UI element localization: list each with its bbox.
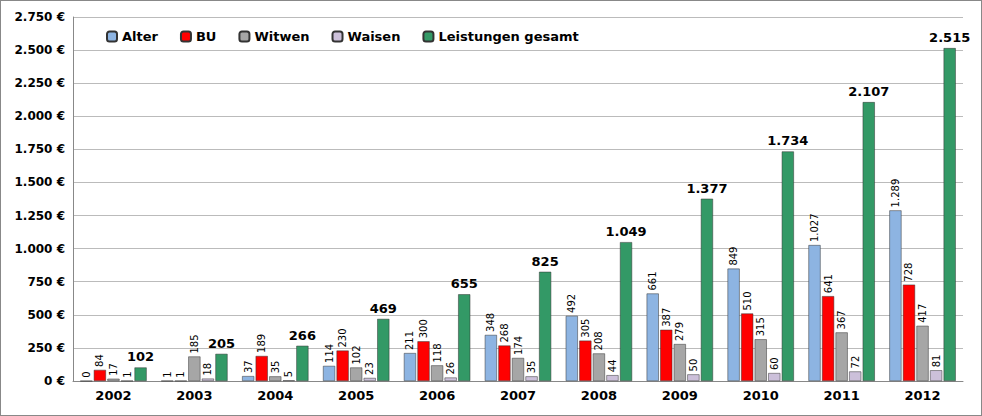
svg-text:2.750 €: 2.750 € (15, 10, 65, 24)
svg-text:1.049: 1.049 (605, 224, 646, 239)
svg-text:2012: 2012 (904, 388, 940, 403)
svg-text:1: 1 (122, 371, 133, 377)
svg-text:2009: 2009 (662, 388, 698, 403)
svg-text:469: 469 (370, 301, 397, 316)
svg-text:84: 84 (94, 354, 105, 367)
svg-text:2010: 2010 (743, 388, 779, 403)
svg-text:60: 60 (769, 357, 780, 370)
svg-text:174: 174 (513, 336, 524, 355)
svg-text:305: 305 (580, 319, 591, 338)
svg-text:2002: 2002 (95, 388, 131, 403)
svg-text:Waisen: Waisen (348, 29, 401, 44)
svg-text:35: 35 (526, 361, 537, 374)
svg-text:44: 44 (607, 359, 618, 372)
svg-text:2007: 2007 (500, 388, 536, 403)
svg-text:2003: 2003 (176, 388, 212, 403)
svg-text:728: 728 (903, 263, 914, 282)
svg-text:2008: 2008 (581, 388, 617, 403)
svg-text:1: 1 (175, 371, 186, 377)
svg-text:1.289: 1.289 (890, 179, 901, 208)
svg-text:Witwen: Witwen (254, 29, 309, 44)
svg-text:2.250 €: 2.250 € (15, 76, 65, 90)
svg-text:2005: 2005 (338, 388, 374, 403)
svg-text:208: 208 (593, 331, 604, 350)
svg-text:300: 300 (418, 319, 429, 338)
svg-text:655: 655 (451, 276, 478, 291)
svg-text:2004: 2004 (257, 388, 293, 403)
svg-text:17: 17 (108, 363, 119, 376)
svg-text:750 €: 750 € (27, 275, 65, 289)
svg-text:1: 1 (162, 371, 173, 377)
svg-text:35: 35 (270, 361, 281, 374)
svg-text:661: 661 (647, 271, 658, 290)
svg-text:50: 50 (688, 359, 699, 372)
svg-text:1.027: 1.027 (809, 213, 820, 242)
svg-text:1.750 €: 1.750 € (15, 142, 65, 156)
svg-text:849: 849 (728, 247, 739, 266)
svg-text:0 €: 0 € (44, 374, 65, 388)
svg-text:Leistungen gesamt: Leistungen gesamt (438, 29, 578, 44)
svg-text:1.377: 1.377 (686, 181, 727, 196)
svg-text:492: 492 (566, 294, 577, 313)
svg-text:2.515: 2.515 (929, 30, 970, 45)
svg-text:250 €: 250 € (27, 341, 65, 355)
svg-text:2.500 €: 2.500 € (15, 43, 65, 57)
svg-text:315: 315 (755, 317, 766, 336)
svg-text:189: 189 (256, 334, 267, 353)
svg-text:2006: 2006 (419, 388, 455, 403)
svg-text:185: 185 (189, 334, 200, 353)
svg-text:1.250 €: 1.250 € (15, 209, 65, 223)
svg-text:Alter: Alter (122, 29, 159, 44)
svg-text:0: 0 (81, 371, 92, 377)
svg-text:230: 230 (337, 328, 348, 347)
svg-text:367: 367 (836, 310, 847, 329)
svg-text:23: 23 (364, 362, 375, 375)
svg-text:BU: BU (196, 29, 216, 44)
svg-text:2011: 2011 (824, 388, 860, 403)
svg-text:279: 279 (674, 322, 685, 341)
svg-text:102: 102 (127, 349, 154, 364)
svg-text:37: 37 (243, 360, 254, 373)
svg-text:114: 114 (324, 344, 335, 363)
svg-text:1.500 €: 1.500 € (15, 175, 65, 189)
svg-text:18: 18 (202, 363, 213, 376)
svg-text:500 €: 500 € (27, 308, 65, 322)
svg-text:81: 81 (931, 355, 942, 368)
svg-text:211: 211 (404, 331, 415, 350)
svg-text:26: 26 (445, 362, 456, 375)
svg-text:118: 118 (432, 343, 443, 362)
svg-text:387: 387 (661, 308, 672, 327)
svg-text:510: 510 (742, 291, 753, 310)
svg-text:1.734: 1.734 (767, 133, 808, 148)
svg-text:205: 205 (208, 336, 235, 351)
svg-text:2.107: 2.107 (848, 84, 889, 99)
svg-text:1.000 €: 1.000 € (15, 242, 65, 256)
svg-text:72: 72 (850, 356, 861, 369)
svg-text:2.000 €: 2.000 € (15, 109, 65, 123)
svg-text:266: 266 (289, 328, 316, 343)
svg-text:825: 825 (532, 254, 559, 269)
svg-text:268: 268 (499, 323, 510, 342)
svg-text:348: 348 (485, 313, 496, 332)
svg-text:5: 5 (283, 371, 294, 377)
svg-text:641: 641 (823, 274, 834, 293)
svg-text:102: 102 (351, 345, 362, 364)
svg-text:417: 417 (917, 304, 928, 323)
